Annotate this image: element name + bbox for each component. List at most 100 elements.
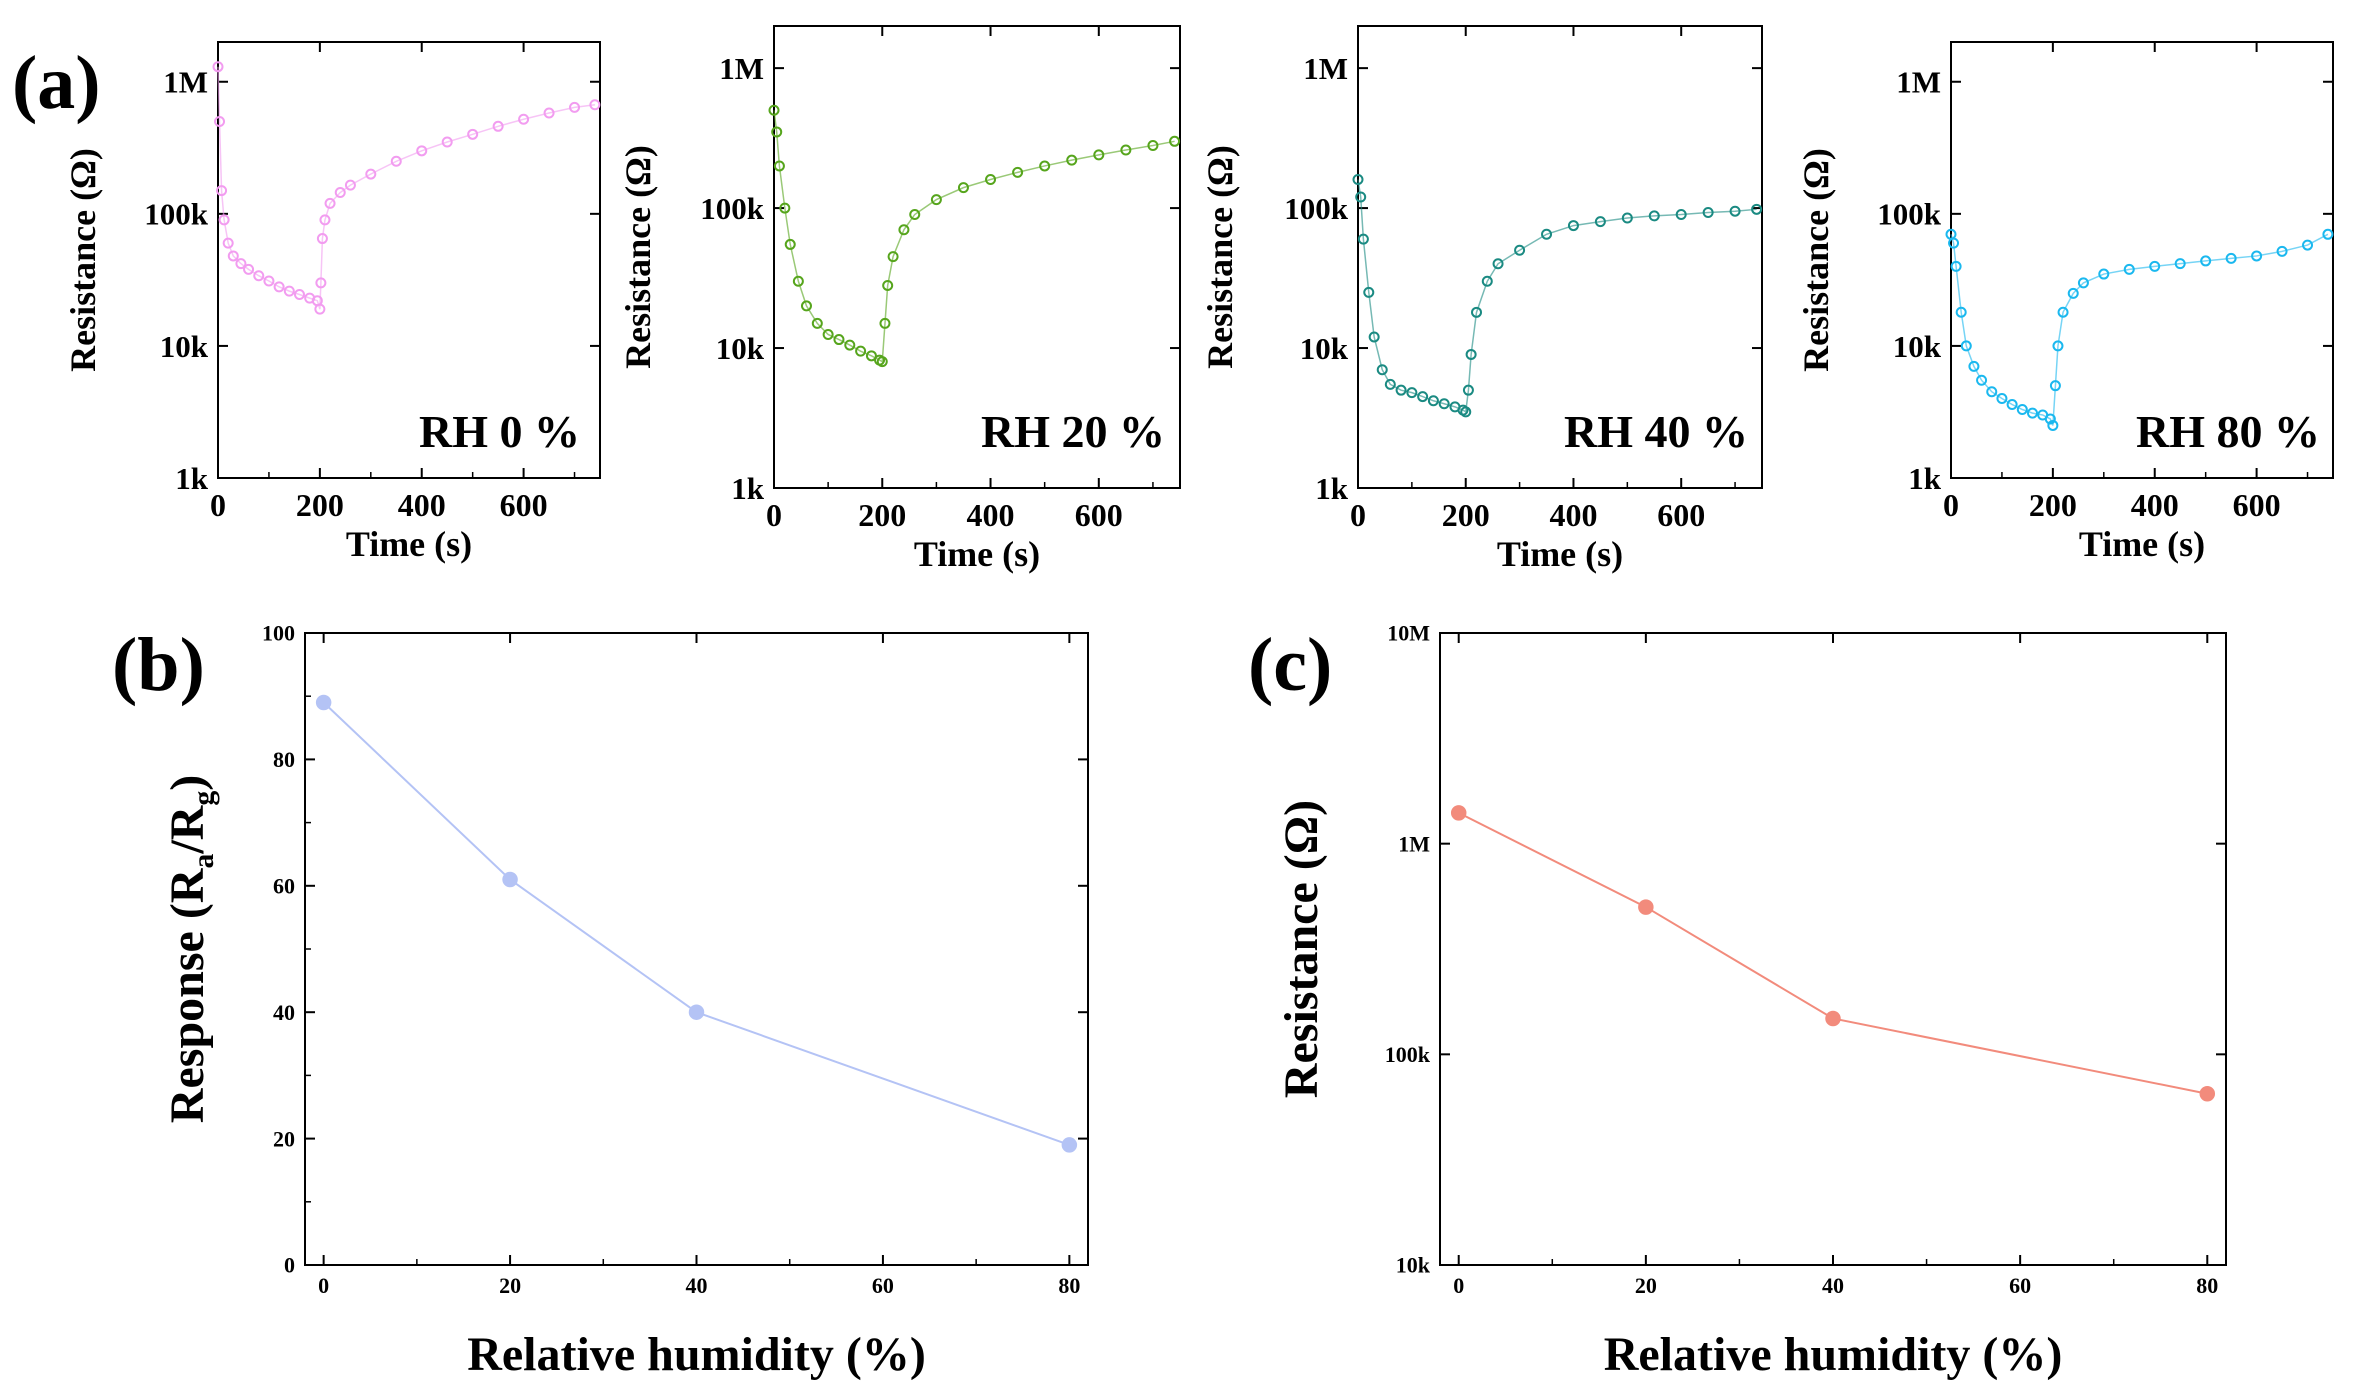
data-point [1450, 805, 1467, 821]
data-point [1039, 160, 1051, 172]
data-point [879, 317, 891, 329]
data-point [1825, 1010, 1841, 1027]
x-axis-label: Time (s) [2079, 524, 2205, 564]
x-tick-label: 0 [1350, 497, 1366, 533]
x-tick-label: 40 [1822, 1273, 1844, 1298]
rh-annotation: RH 40 % [1564, 406, 1748, 457]
panel-label: (b) [112, 623, 205, 707]
plot-frame [1357, 25, 1763, 489]
x-axis-label: Time (s) [1497, 534, 1623, 574]
data-point [2199, 1085, 2216, 1102]
series-trace [773, 110, 1175, 363]
x-tick-label: 400 [398, 487, 446, 523]
data-point [1976, 374, 1988, 386]
data-point [887, 251, 899, 263]
chart-a4: 0 200 400 600 1k 10k 100k 1M Time (s) Resistance … [1796, 41, 2334, 564]
data-point [1438, 398, 1450, 410]
data-point [1384, 378, 1396, 390]
data-point [1648, 210, 1660, 222]
y-tick-label: 1M [1303, 51, 1348, 86]
y-axis-label: Resistance (Ω) [1200, 145, 1240, 369]
y-tick-label: 1M [719, 51, 764, 86]
plot-frame [773, 25, 1181, 489]
x-tick-label: 0 [1453, 1273, 1464, 1298]
series-trace [217, 66, 596, 310]
data-point [1147, 140, 1159, 152]
x-tick-label: 20 [499, 1273, 521, 1298]
panel-label: (a) [12, 41, 101, 125]
x-tick-label: 0 [766, 497, 782, 533]
data-point [214, 116, 226, 128]
data-point [2225, 252, 2237, 264]
data-point [1465, 348, 1477, 360]
data-point [2302, 239, 2314, 251]
data-point [316, 233, 328, 245]
data-point [957, 182, 969, 194]
series [1945, 228, 2334, 431]
data-point [235, 258, 247, 270]
x-tick-label: 600 [1075, 497, 1123, 533]
y-tick-label: 1k [731, 471, 765, 506]
data-point [441, 136, 453, 148]
series [1352, 174, 1763, 418]
data-point [833, 334, 845, 346]
data-point [243, 263, 255, 275]
data-point [1357, 233, 1369, 245]
data-point [1638, 899, 1654, 915]
data-point [792, 275, 804, 287]
data-point [822, 328, 834, 340]
data-point [909, 208, 921, 220]
data-point [1702, 206, 1714, 218]
data-point [1481, 275, 1493, 287]
data-point [2016, 404, 2028, 416]
data-point [898, 224, 910, 236]
data-point [771, 126, 783, 138]
x-tick-label: 60 [2009, 1273, 2031, 1298]
y-axis-label: Response (Ra/Rg) [161, 775, 220, 1123]
y-tick-label: 20 [273, 1126, 295, 1151]
data-point [2200, 255, 2212, 267]
data-point [1093, 149, 1105, 161]
data-point [1514, 244, 1526, 256]
data-point [779, 202, 791, 214]
data-point [1012, 166, 1024, 178]
data-point [2098, 268, 2110, 280]
y-tick-label: 10k [1300, 331, 1349, 366]
data-point [930, 194, 942, 206]
data-point [314, 303, 326, 315]
data-point [1675, 208, 1687, 220]
data-point [2052, 340, 2064, 352]
data-point [1948, 237, 1960, 249]
x-axis-label: Time (s) [346, 524, 472, 564]
x-tick-label: 200 [858, 497, 906, 533]
y-tick-label: 100k [1877, 197, 1942, 232]
x-tick-label: 600 [500, 487, 548, 523]
data-point [2123, 263, 2135, 275]
data-point [1417, 391, 1429, 403]
x-tick-label: 80 [1058, 1273, 1080, 1298]
data-point [1968, 360, 1980, 372]
plot-frame [304, 632, 1089, 1266]
data-point [1729, 205, 1741, 217]
y-tick-label: 100 [262, 621, 295, 646]
data-point [1621, 212, 1633, 224]
y-tick-label: 80 [273, 747, 295, 772]
data-point [2057, 306, 2069, 318]
data-point [1471, 306, 1483, 318]
y-tick-label: 1k [1908, 461, 1942, 496]
data-point [2322, 228, 2334, 240]
panel-label: (c) [1248, 623, 1332, 707]
data-point [315, 277, 327, 289]
data-point [1376, 364, 1388, 376]
data-point [1996, 392, 2008, 404]
x-tick-label: 200 [1442, 497, 1490, 533]
y-tick-label: 1M [1398, 831, 1430, 856]
y-tick-label: 100k [700, 191, 765, 226]
data-point [222, 237, 234, 249]
data-point [569, 101, 581, 113]
data-point [319, 214, 331, 226]
y-axis-label-part: g [187, 791, 220, 806]
data-point [1462, 384, 1474, 396]
y-tick-label: 10k [1893, 329, 1942, 364]
data-point [876, 356, 888, 368]
